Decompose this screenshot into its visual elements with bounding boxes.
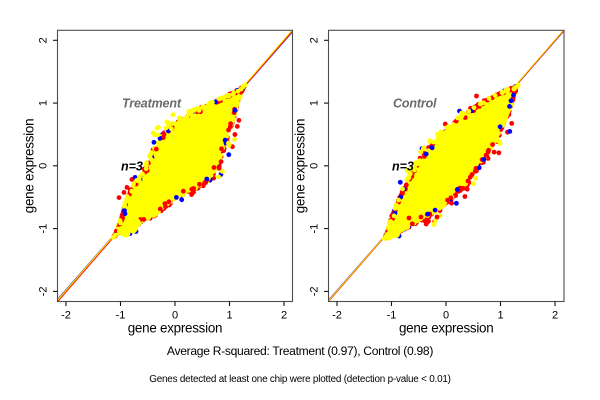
- svg-text:2: 2: [281, 310, 287, 322]
- svg-text:1: 1: [497, 310, 503, 322]
- svg-text:2: 2: [308, 37, 320, 43]
- svg-text:0: 0: [172, 310, 178, 322]
- svg-text:0: 0: [37, 163, 49, 169]
- svg-text:Average R-squared: Treatment (: Average R-squared: Treatment (0.97), Con…: [167, 344, 433, 358]
- svg-text:n=3: n=3: [121, 160, 143, 174]
- svg-text:-2: -2: [332, 310, 342, 322]
- svg-text:gene expression: gene expression: [399, 321, 494, 336]
- svg-text:-1: -1: [308, 224, 320, 234]
- svg-text:-1: -1: [37, 224, 49, 234]
- svg-text:-2: -2: [37, 287, 49, 297]
- svg-text:0: 0: [443, 310, 449, 322]
- svg-text:Control: Control: [393, 97, 437, 111]
- svg-text:1: 1: [226, 310, 232, 322]
- svg-text:2: 2: [37, 37, 49, 43]
- svg-text:2: 2: [552, 310, 558, 322]
- svg-text:Treatment: Treatment: [122, 97, 182, 111]
- svg-text:-2: -2: [61, 310, 71, 322]
- svg-text:-2: -2: [308, 287, 320, 297]
- svg-text:gene expression: gene expression: [128, 321, 223, 336]
- svg-text:gene expression: gene expression: [293, 119, 308, 214]
- svg-text:n=3: n=3: [392, 160, 414, 174]
- svg-text:1: 1: [308, 100, 320, 106]
- svg-text:Genes detected at least one ch: Genes detected at least one chip were pl…: [149, 374, 451, 385]
- svg-text:gene expression: gene expression: [22, 119, 37, 214]
- svg-text:-1: -1: [116, 310, 126, 322]
- svg-text:-1: -1: [387, 310, 397, 322]
- svg-text:0: 0: [308, 163, 320, 169]
- svg-text:1: 1: [37, 100, 49, 106]
